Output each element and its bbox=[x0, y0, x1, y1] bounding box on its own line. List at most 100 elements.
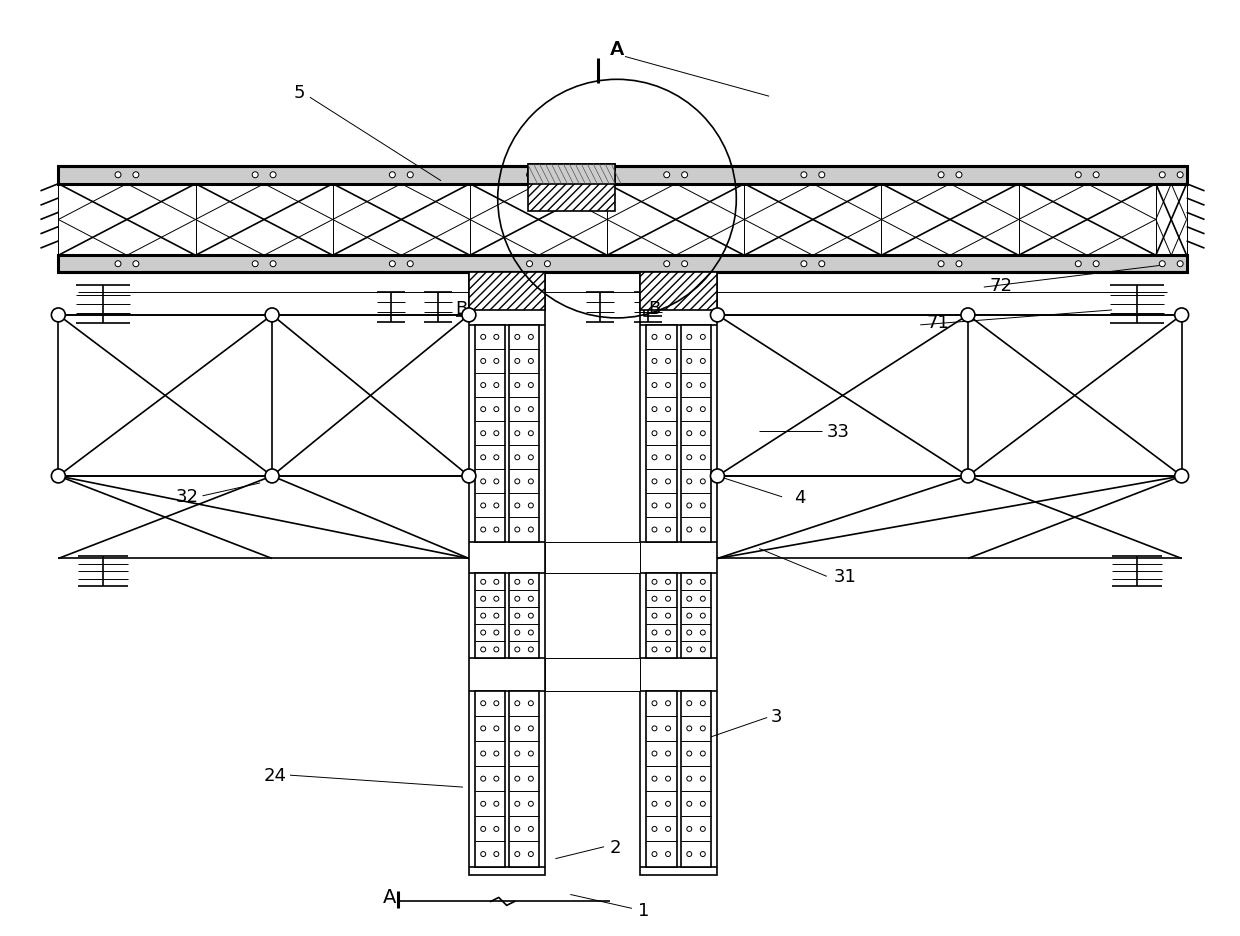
Circle shape bbox=[528, 752, 533, 756]
Circle shape bbox=[666, 335, 671, 340]
Circle shape bbox=[494, 613, 498, 619]
Circle shape bbox=[515, 826, 520, 831]
Circle shape bbox=[956, 172, 962, 179]
Circle shape bbox=[528, 504, 533, 508]
Circle shape bbox=[666, 596, 671, 602]
Circle shape bbox=[701, 479, 706, 484]
Circle shape bbox=[701, 852, 706, 856]
Circle shape bbox=[544, 261, 551, 268]
Circle shape bbox=[687, 826, 692, 831]
Circle shape bbox=[687, 852, 692, 856]
Circle shape bbox=[652, 613, 657, 619]
Circle shape bbox=[270, 172, 277, 179]
Circle shape bbox=[663, 172, 670, 179]
Circle shape bbox=[666, 579, 671, 585]
Circle shape bbox=[494, 630, 498, 636]
Bar bbox=[546, 542, 640, 574]
Circle shape bbox=[481, 647, 486, 652]
Circle shape bbox=[515, 752, 520, 756]
Bar bbox=[646, 574, 677, 658]
Circle shape bbox=[481, 335, 486, 340]
Circle shape bbox=[701, 335, 706, 340]
Circle shape bbox=[666, 613, 671, 619]
Circle shape bbox=[652, 776, 657, 782]
Circle shape bbox=[494, 647, 498, 652]
Circle shape bbox=[481, 726, 486, 731]
Circle shape bbox=[51, 309, 66, 323]
Circle shape bbox=[494, 776, 498, 782]
Circle shape bbox=[1177, 261, 1183, 268]
Circle shape bbox=[528, 852, 533, 856]
Circle shape bbox=[1174, 309, 1189, 323]
Circle shape bbox=[515, 613, 520, 619]
Text: A: A bbox=[383, 887, 397, 906]
Circle shape bbox=[701, 359, 706, 364]
Circle shape bbox=[481, 801, 486, 807]
Circle shape bbox=[494, 431, 498, 436]
Text: 4: 4 bbox=[794, 489, 806, 506]
Circle shape bbox=[687, 630, 692, 636]
Circle shape bbox=[494, 504, 498, 508]
Circle shape bbox=[687, 701, 692, 706]
Circle shape bbox=[481, 407, 486, 412]
Bar bbox=[546, 658, 640, 691]
Text: 31: 31 bbox=[833, 568, 857, 586]
Circle shape bbox=[481, 776, 486, 782]
Circle shape bbox=[481, 630, 486, 636]
Text: A: A bbox=[610, 40, 624, 59]
Circle shape bbox=[1075, 261, 1081, 268]
Circle shape bbox=[265, 470, 279, 483]
Circle shape bbox=[528, 479, 533, 484]
Circle shape bbox=[528, 455, 533, 461]
Bar bbox=[475, 326, 505, 542]
Circle shape bbox=[389, 261, 396, 268]
Circle shape bbox=[494, 455, 498, 461]
Circle shape bbox=[666, 801, 671, 807]
Circle shape bbox=[133, 261, 139, 268]
Circle shape bbox=[652, 579, 657, 585]
Circle shape bbox=[652, 701, 657, 706]
Circle shape bbox=[961, 470, 975, 483]
Bar bbox=[469, 273, 546, 311]
Circle shape bbox=[701, 407, 706, 412]
Bar bbox=[508, 574, 539, 658]
Circle shape bbox=[481, 359, 486, 364]
Circle shape bbox=[407, 172, 413, 179]
Circle shape bbox=[515, 647, 520, 652]
Circle shape bbox=[687, 579, 692, 585]
Circle shape bbox=[515, 801, 520, 807]
Circle shape bbox=[528, 613, 533, 619]
Circle shape bbox=[133, 172, 139, 179]
Circle shape bbox=[687, 383, 692, 388]
Circle shape bbox=[481, 504, 486, 508]
Circle shape bbox=[481, 431, 486, 436]
Circle shape bbox=[652, 335, 657, 340]
Bar bbox=[475, 574, 505, 658]
Circle shape bbox=[652, 647, 657, 652]
Circle shape bbox=[666, 455, 671, 461]
Circle shape bbox=[666, 726, 671, 731]
Circle shape bbox=[481, 701, 486, 706]
Circle shape bbox=[527, 261, 532, 268]
Circle shape bbox=[687, 479, 692, 484]
Circle shape bbox=[528, 407, 533, 412]
Circle shape bbox=[701, 726, 706, 731]
Text: B: B bbox=[455, 300, 467, 317]
Circle shape bbox=[818, 172, 825, 179]
Circle shape bbox=[687, 726, 692, 731]
Circle shape bbox=[481, 528, 486, 533]
Circle shape bbox=[515, 479, 520, 484]
Circle shape bbox=[515, 701, 520, 706]
Text: 5: 5 bbox=[294, 84, 305, 102]
Circle shape bbox=[115, 261, 122, 268]
Circle shape bbox=[666, 528, 671, 533]
Circle shape bbox=[515, 504, 520, 508]
Bar bbox=[646, 326, 677, 542]
Bar bbox=[646, 691, 677, 867]
Circle shape bbox=[666, 752, 671, 756]
Circle shape bbox=[939, 261, 944, 268]
Circle shape bbox=[515, 359, 520, 364]
Circle shape bbox=[666, 826, 671, 831]
Circle shape bbox=[711, 309, 724, 323]
Circle shape bbox=[1075, 172, 1081, 179]
